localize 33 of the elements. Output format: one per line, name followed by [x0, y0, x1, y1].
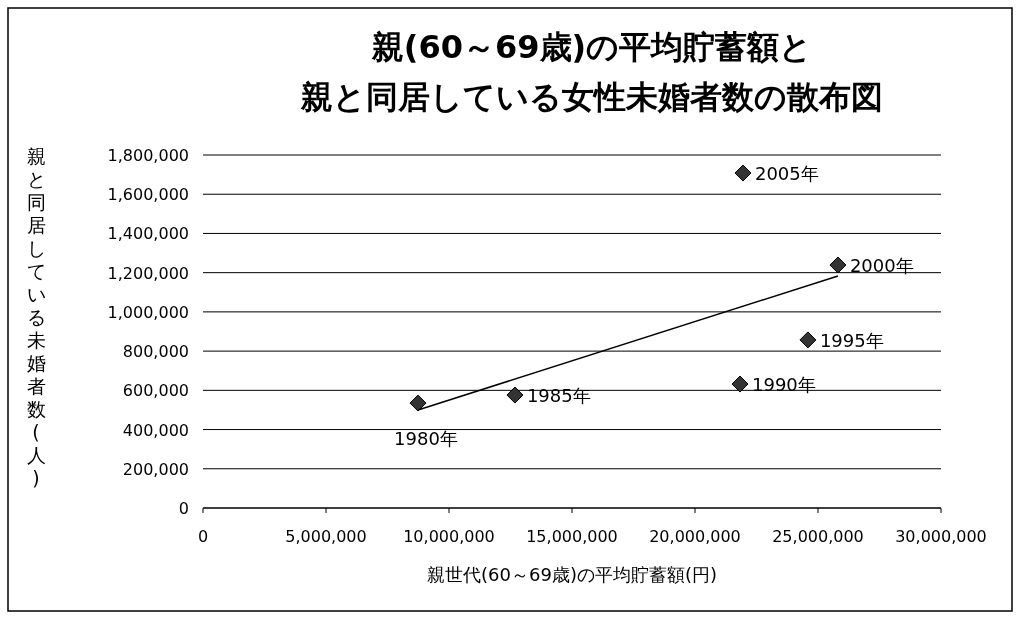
x-tick-label: 0: [197, 527, 209, 546]
point: [409, 394, 427, 412]
x-axis-title: 親世代(60～69歳)の平均貯蓄額(円): [427, 564, 717, 585]
chart-title: 親(60～69歳)の平均貯蓄額と: [370, 28, 813, 66]
annotation: 1980年: [394, 428, 458, 450]
y-tick-label: 1,000,000: [107, 302, 189, 322]
y-tick-label: 1,200,000: [107, 263, 189, 283]
chart-subtitle: 親と同居している女性未婚者数の散布図: [300, 78, 883, 116]
annotation: 2000年: [849, 255, 914, 277]
point: [799, 331, 817, 349]
y-tick-label: 1,600,000: [107, 185, 189, 205]
y-tick-label: 200,000: [122, 459, 189, 479]
y-tick-label: 1,400,000: [107, 224, 189, 244]
x-tick-label: 30,000,000: [895, 527, 987, 546]
x-tick-label: 20,000,000: [649, 527, 741, 546]
point: [829, 256, 847, 274]
y-tick-label: 600,000: [122, 381, 189, 401]
y-tick-label: 1,800,000: [107, 146, 189, 165]
y-tick-label: 400,000: [122, 420, 189, 440]
x-tick-label: 5,000,000: [285, 527, 367, 546]
point: [731, 375, 749, 393]
x-tick-label: 15,000,000: [526, 527, 618, 546]
point: [506, 386, 524, 404]
annotation: 1990年: [752, 374, 816, 396]
annotation: 1995年: [819, 329, 884, 351]
y-tick-label: 0: [178, 499, 189, 518]
x-tick-label: 10,000,000: [403, 527, 495, 546]
annotation: 1985年: [526, 385, 591, 407]
text: 親と同居している未婚者数(人): [26, 145, 46, 489]
point: [734, 164, 752, 182]
x-tick-label: 25,000,000: [772, 527, 864, 546]
annotation: 2005年: [754, 163, 819, 185]
y-tick-label: 800,000: [122, 342, 189, 362]
